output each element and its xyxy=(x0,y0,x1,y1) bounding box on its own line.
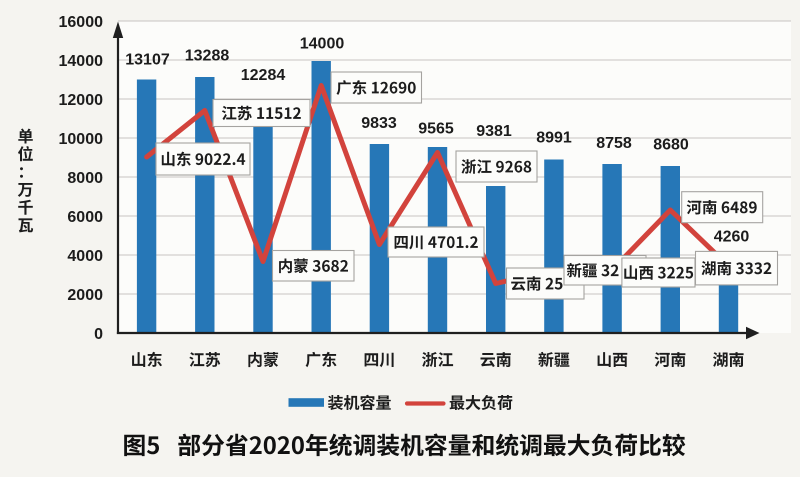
svg-text:0: 0 xyxy=(94,326,103,343)
svg-text:12284: 12284 xyxy=(241,67,286,84)
svg-text:8991: 8991 xyxy=(536,129,572,146)
svg-text:8758: 8758 xyxy=(596,135,632,152)
svg-text:13288: 13288 xyxy=(185,47,230,64)
svg-text:16000: 16000 xyxy=(59,14,104,31)
svg-text:12000: 12000 xyxy=(59,92,104,109)
svg-text:14000: 14000 xyxy=(300,35,345,52)
svg-text:4260: 4260 xyxy=(714,228,750,245)
svg-text:13107: 13107 xyxy=(125,51,170,68)
svg-text:10000: 10000 xyxy=(59,131,104,148)
svg-text:9381: 9381 xyxy=(476,123,512,140)
svg-text:6000: 6000 xyxy=(67,209,103,226)
svg-text:9565: 9565 xyxy=(418,120,454,137)
svg-text:9833: 9833 xyxy=(361,115,397,132)
svg-text:4000: 4000 xyxy=(67,248,103,265)
svg-text:8000: 8000 xyxy=(67,170,103,187)
svg-text:14000: 14000 xyxy=(59,53,104,70)
svg-text:2000: 2000 xyxy=(67,287,103,304)
svg-text:8680: 8680 xyxy=(653,136,689,153)
